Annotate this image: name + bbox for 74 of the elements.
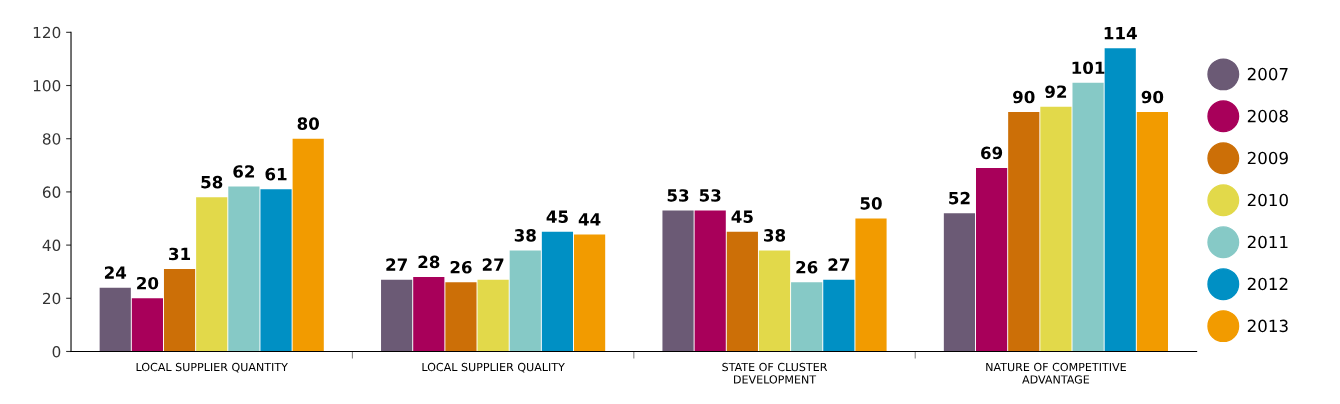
bar: [574, 234, 606, 352]
legend-label: 2007: [1247, 67, 1288, 81]
bar: [509, 250, 541, 352]
x-tick-label: LOCAL SUPPLIER QUANTITY: [136, 362, 288, 373]
y-tick-label: 40: [42, 239, 61, 252]
data-label: 45: [546, 210, 568, 224]
y-tick-label: 0: [52, 345, 61, 358]
data-label: 26: [796, 260, 818, 274]
data-label: 52: [949, 191, 970, 205]
bar: [292, 138, 324, 352]
data-label: 92: [1045, 85, 1067, 99]
data-label: 53: [699, 189, 721, 202]
bar: [726, 231, 758, 352]
legend-label: 2010: [1247, 193, 1288, 207]
y-tick-label: 20: [42, 292, 61, 305]
x-tick-label: NATURE OF COMPETITIVE ADVANTAGE: [986, 362, 1126, 384]
bar: [260, 189, 292, 352]
legend-label: 2013: [1247, 319, 1288, 333]
data-label: 62: [233, 165, 255, 178]
bar: [976, 167, 1008, 352]
data-label: 69: [981, 146, 1003, 160]
data-label: 38: [764, 229, 786, 242]
data-label: 27: [828, 258, 850, 271]
data-label: 53: [667, 189, 689, 202]
bar: [1008, 112, 1040, 352]
data-label: 27: [386, 258, 407, 271]
bar: [131, 298, 163, 352]
data-label: 90: [1141, 90, 1164, 104]
y-tick-label: 80: [42, 133, 61, 145]
bar: [694, 210, 726, 352]
bar: [381, 279, 413, 352]
data-label: 50: [860, 197, 882, 210]
data-label: 44: [578, 213, 601, 226]
bar: [228, 186, 260, 352]
data-label: 101: [1072, 61, 1105, 75]
data-label: 58: [201, 175, 223, 189]
y-tick-label: 60: [42, 186, 61, 198]
data-label: 38: [514, 229, 536, 242]
bar: [791, 282, 823, 352]
data-label: 90: [1013, 90, 1035, 104]
x-tick-label: STATE OF CLUSTER DEVELOPMENT: [722, 362, 828, 384]
bar: [758, 250, 791, 352]
bar: [1040, 106, 1072, 352]
bar: [413, 277, 445, 352]
legend-label: 2011: [1247, 235, 1288, 249]
x-tick-label: LOCAL SUPPLIER QUALITY: [422, 362, 565, 373]
data-label: 28: [418, 255, 440, 269]
data-label: 61: [265, 167, 287, 181]
data-label: 45: [731, 210, 753, 224]
data-label: 20: [137, 276, 159, 290]
data-label: 31: [169, 247, 191, 261]
legend-label: 2008: [1247, 109, 1288, 123]
data-label: 27: [482, 258, 504, 271]
data-label: 24: [104, 266, 127, 279]
data-label: 26: [450, 260, 472, 274]
y-tick-label: 100: [33, 79, 61, 92]
bar: [823, 279, 855, 352]
bar: [855, 218, 887, 352]
bar: [99, 287, 131, 352]
data-label: 114: [1104, 27, 1137, 40]
legend-label: 2012: [1247, 277, 1288, 291]
bar: [445, 282, 477, 352]
bar: [943, 213, 976, 352]
data-label: 80: [297, 117, 319, 130]
bar: [163, 269, 196, 352]
y-tick-label: 120: [33, 26, 61, 39]
bar: [541, 231, 574, 352]
bar: [1136, 112, 1168, 352]
bar: [662, 210, 694, 352]
bar: [477, 279, 509, 352]
bar: [1104, 48, 1136, 352]
legend-label: 2009: [1247, 151, 1288, 165]
bar: [1072, 82, 1104, 352]
bar: [196, 197, 228, 352]
